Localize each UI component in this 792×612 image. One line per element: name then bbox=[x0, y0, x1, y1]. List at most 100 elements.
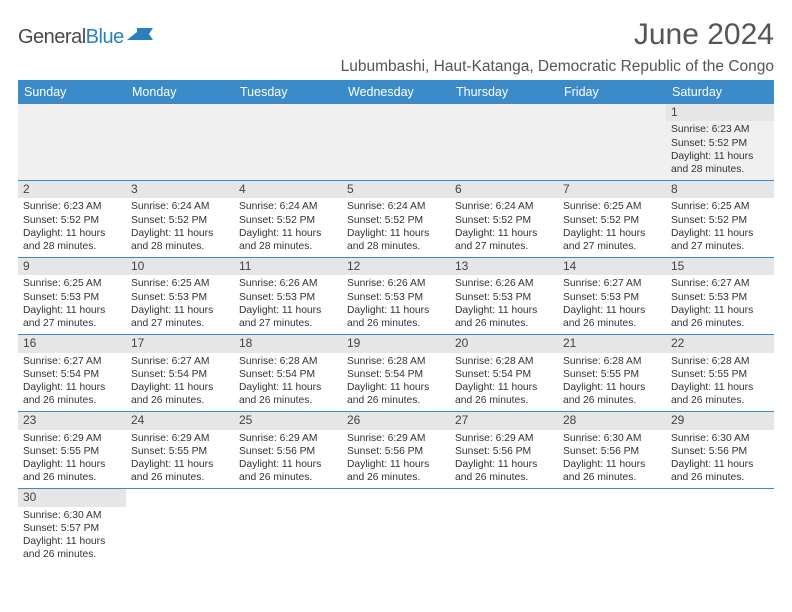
sunrise-text: Sunrise: 6:28 AM bbox=[347, 355, 445, 368]
weekday-header: Monday bbox=[126, 80, 234, 104]
daylight-text: Daylight: 11 hours bbox=[23, 227, 121, 240]
daylight-text: Daylight: 11 hours bbox=[131, 458, 229, 471]
calendar-row: 16Sunrise: 6:27 AMSunset: 5:54 PMDayligh… bbox=[18, 335, 774, 412]
day-number: 24 bbox=[126, 412, 234, 429]
day-number: 27 bbox=[450, 412, 558, 429]
calendar-cell: 19Sunrise: 6:28 AMSunset: 5:54 PMDayligh… bbox=[342, 335, 450, 412]
calendar-cell: 15Sunrise: 6:27 AMSunset: 5:53 PMDayligh… bbox=[666, 258, 774, 335]
location-subtitle: Lubumbashi, Haut-Katanga, Democratic Rep… bbox=[341, 58, 774, 76]
sunrise-text: Sunrise: 6:25 AM bbox=[131, 277, 229, 290]
day-number: 2 bbox=[18, 181, 126, 198]
day-number: 12 bbox=[342, 258, 450, 275]
daylight-text: Daylight: 11 hours bbox=[347, 458, 445, 471]
day-number: 14 bbox=[558, 258, 666, 275]
calendar-cell bbox=[234, 104, 342, 181]
logo-text-general: General bbox=[18, 26, 86, 49]
sunset-text: Sunset: 5:52 PM bbox=[455, 214, 553, 227]
daylight-text: Daylight: 11 hours bbox=[671, 227, 769, 240]
daylight-text: Daylight: 11 hours bbox=[563, 381, 661, 394]
daylight-text: and 26 minutes. bbox=[455, 317, 553, 330]
calendar-cell: 8Sunrise: 6:25 AMSunset: 5:52 PMDaylight… bbox=[666, 181, 774, 258]
calendar-row: 9Sunrise: 6:25 AMSunset: 5:53 PMDaylight… bbox=[18, 258, 774, 335]
sunrise-text: Sunrise: 6:24 AM bbox=[347, 200, 445, 213]
daylight-text: and 26 minutes. bbox=[131, 394, 229, 407]
day-number: 23 bbox=[18, 412, 126, 429]
calendar-cell bbox=[234, 489, 342, 566]
sunrise-text: Sunrise: 6:30 AM bbox=[671, 432, 769, 445]
calendar-cell bbox=[342, 104, 450, 181]
sunrise-text: Sunrise: 6:29 AM bbox=[455, 432, 553, 445]
logo-flag-icon bbox=[127, 26, 155, 49]
sunrise-text: Sunrise: 6:23 AM bbox=[671, 123, 769, 136]
calendar-cell bbox=[126, 104, 234, 181]
daylight-text: and 28 minutes. bbox=[239, 240, 337, 253]
calendar-page: GeneralBlue June 2024 Lubumbashi, Haut-K… bbox=[0, 0, 792, 565]
calendar-cell: 4Sunrise: 6:24 AMSunset: 5:52 PMDaylight… bbox=[234, 181, 342, 258]
daylight-text: and 26 minutes. bbox=[131, 471, 229, 484]
calendar-cell: 21Sunrise: 6:28 AMSunset: 5:55 PMDayligh… bbox=[558, 335, 666, 412]
sunrise-text: Sunrise: 6:26 AM bbox=[239, 277, 337, 290]
sunset-text: Sunset: 5:55 PM bbox=[23, 445, 121, 458]
sunset-text: Sunset: 5:53 PM bbox=[131, 291, 229, 304]
sunset-text: Sunset: 5:53 PM bbox=[347, 291, 445, 304]
calendar-row: 1Sunrise: 6:23 AMSunset: 5:52 PMDaylight… bbox=[18, 104, 774, 181]
sunrise-text: Sunrise: 6:29 AM bbox=[131, 432, 229, 445]
daylight-text: Daylight: 11 hours bbox=[671, 458, 769, 471]
logo: GeneralBlue bbox=[18, 26, 155, 49]
calendar-cell: 17Sunrise: 6:27 AMSunset: 5:54 PMDayligh… bbox=[126, 335, 234, 412]
calendar-cell: 9Sunrise: 6:25 AMSunset: 5:53 PMDaylight… bbox=[18, 258, 126, 335]
sunset-text: Sunset: 5:56 PM bbox=[347, 445, 445, 458]
sunset-text: Sunset: 5:52 PM bbox=[239, 214, 337, 227]
daylight-text: and 27 minutes. bbox=[455, 240, 553, 253]
calendar-cell: 28Sunrise: 6:30 AMSunset: 5:56 PMDayligh… bbox=[558, 412, 666, 489]
sunrise-text: Sunrise: 6:27 AM bbox=[23, 355, 121, 368]
daylight-text: Daylight: 11 hours bbox=[347, 227, 445, 240]
daylight-text: and 26 minutes. bbox=[23, 394, 121, 407]
sunrise-text: Sunrise: 6:23 AM bbox=[23, 200, 121, 213]
sunrise-text: Sunrise: 6:24 AM bbox=[455, 200, 553, 213]
sunset-text: Sunset: 5:53 PM bbox=[563, 291, 661, 304]
daylight-text: and 27 minutes. bbox=[563, 240, 661, 253]
sunset-text: Sunset: 5:54 PM bbox=[23, 368, 121, 381]
sunrise-text: Sunrise: 6:26 AM bbox=[455, 277, 553, 290]
daylight-text: and 27 minutes. bbox=[131, 317, 229, 330]
day-number: 28 bbox=[558, 412, 666, 429]
sunrise-text: Sunrise: 6:25 AM bbox=[563, 200, 661, 213]
daylight-text: and 27 minutes. bbox=[239, 317, 337, 330]
calendar-cell: 6Sunrise: 6:24 AMSunset: 5:52 PMDaylight… bbox=[450, 181, 558, 258]
sunrise-text: Sunrise: 6:28 AM bbox=[239, 355, 337, 368]
sunset-text: Sunset: 5:52 PM bbox=[347, 214, 445, 227]
day-number: 20 bbox=[450, 335, 558, 352]
weekday-header: Friday bbox=[558, 80, 666, 104]
calendar-row: 23Sunrise: 6:29 AMSunset: 5:55 PMDayligh… bbox=[18, 412, 774, 489]
daylight-text: Daylight: 11 hours bbox=[671, 304, 769, 317]
sunrise-text: Sunrise: 6:28 AM bbox=[455, 355, 553, 368]
day-number: 29 bbox=[666, 412, 774, 429]
day-number: 10 bbox=[126, 258, 234, 275]
daylight-text: and 26 minutes. bbox=[563, 471, 661, 484]
header: GeneralBlue June 2024 Lubumbashi, Haut-K… bbox=[18, 18, 774, 76]
sunrise-text: Sunrise: 6:30 AM bbox=[23, 509, 121, 522]
calendar-cell: 20Sunrise: 6:28 AMSunset: 5:54 PMDayligh… bbox=[450, 335, 558, 412]
sunrise-text: Sunrise: 6:24 AM bbox=[131, 200, 229, 213]
sunset-text: Sunset: 5:52 PM bbox=[23, 214, 121, 227]
calendar-cell: 13Sunrise: 6:26 AMSunset: 5:53 PMDayligh… bbox=[450, 258, 558, 335]
sunset-text: Sunset: 5:56 PM bbox=[563, 445, 661, 458]
sunset-text: Sunset: 5:54 PM bbox=[131, 368, 229, 381]
daylight-text: Daylight: 11 hours bbox=[239, 227, 337, 240]
calendar-cell: 2 Sunrise: 6:23 AMSunset: 5:52 PMDaylight… bbox=[18, 181, 126, 258]
daylight-text: and 27 minutes. bbox=[23, 317, 121, 330]
calendar-cell: 25Sunrise: 6:29 AMSunset: 5:56 PMDayligh… bbox=[234, 412, 342, 489]
daylight-text: and 26 minutes. bbox=[671, 394, 769, 407]
day-number: 30 bbox=[18, 489, 126, 506]
day-number: 21 bbox=[558, 335, 666, 352]
daylight-text: and 26 minutes. bbox=[563, 394, 661, 407]
sunrise-text: Sunrise: 6:25 AM bbox=[671, 200, 769, 213]
sunrise-text: Sunrise: 6:27 AM bbox=[671, 277, 769, 290]
calendar-cell bbox=[450, 489, 558, 566]
calendar-cell: 30Sunrise: 6:30 AMSunset: 5:57 PMDayligh… bbox=[18, 489, 126, 566]
calendar-cell: 22Sunrise: 6:28 AMSunset: 5:55 PMDayligh… bbox=[666, 335, 774, 412]
sunset-text: Sunset: 5:55 PM bbox=[131, 445, 229, 458]
daylight-text: Daylight: 11 hours bbox=[563, 304, 661, 317]
sunset-text: Sunset: 5:55 PM bbox=[563, 368, 661, 381]
